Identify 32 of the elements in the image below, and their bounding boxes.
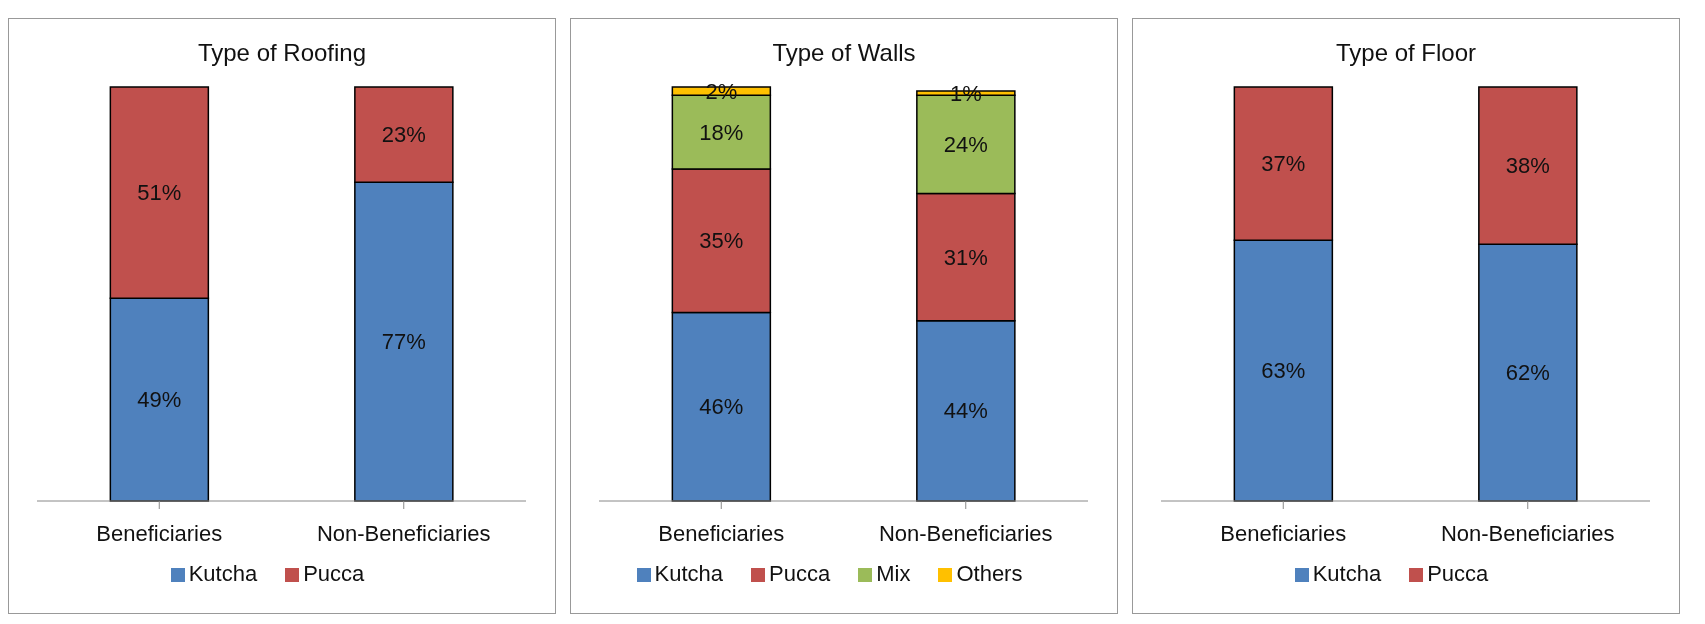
data-label: 37% (1261, 151, 1306, 177)
x-tick-label: Beneficiaries (1220, 520, 1347, 546)
legend-label: Pucca (1427, 561, 1489, 586)
data-label: 51% (137, 180, 182, 206)
legend-label: Kutcha (188, 561, 258, 586)
legend-label: Kutcha (1312, 561, 1382, 586)
x-tick-label: Beneficiaries (658, 520, 785, 546)
data-label: 38% (1505, 153, 1550, 179)
chart-title: Type of Walls (771, 39, 917, 67)
x-tick-label: Non-Beneficiaries (1440, 520, 1615, 546)
data-label: 24% (943, 131, 988, 157)
legend-label: Mix (876, 561, 911, 586)
legend-label: Pucca (303, 561, 365, 586)
legend-label: Others (956, 561, 1023, 586)
data-label: 18% (699, 119, 744, 145)
data-label: 44% (943, 398, 988, 424)
x-tick-label: Non-Beneficiaries (316, 520, 491, 546)
data-label: 35% (699, 228, 744, 254)
chart-title: Type of Roofing (196, 39, 368, 67)
data-label: 49% (137, 387, 182, 413)
data-label: 23% (381, 122, 426, 148)
data-label: 1% (949, 80, 982, 106)
x-tick-label: Beneficiaries (96, 520, 223, 546)
data-label: 77% (381, 329, 426, 355)
data-label: 62% (1505, 360, 1550, 386)
legend-label: Pucca (769, 561, 831, 586)
legend-label: Kutcha (654, 561, 724, 586)
chart-title: Type of Floor (1334, 39, 1478, 67)
x-tick-label: Non-Beneficiaries (878, 520, 1053, 546)
data-label: 63% (1261, 358, 1306, 384)
data-label: 31% (943, 244, 988, 270)
data-label: 46% (699, 394, 744, 420)
